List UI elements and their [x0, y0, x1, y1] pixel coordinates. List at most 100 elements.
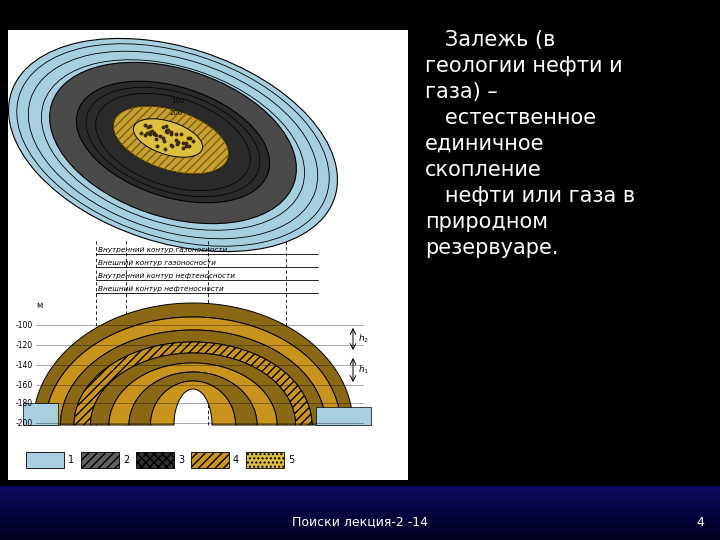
Ellipse shape — [113, 106, 229, 174]
Bar — [0, 518, 720, 519]
Bar — [0, 486, 720, 487]
Text: 5: 5 — [288, 455, 294, 465]
Bar — [0, 515, 720, 516]
Bar — [81, 452, 119, 468]
Ellipse shape — [133, 119, 202, 157]
Bar — [0, 538, 720, 539]
Bar — [0, 496, 720, 497]
Bar — [0, 533, 720, 534]
Bar — [136, 452, 174, 468]
Text: Внешний контур нефтеносности: Внешний контур нефтеносности — [98, 286, 224, 292]
Text: -120: -120 — [16, 341, 33, 349]
Bar — [0, 502, 720, 503]
Bar — [0, 531, 720, 532]
Bar — [23, 403, 58, 425]
Text: -200: -200 — [16, 418, 33, 428]
Text: -100: -100 — [16, 321, 33, 329]
Bar — [0, 532, 720, 533]
Text: природном: природном — [425, 212, 548, 232]
Bar — [0, 487, 720, 488]
Text: геологии нефти и: геологии нефти и — [425, 56, 623, 76]
Bar — [8, 30, 408, 480]
Bar — [0, 514, 720, 515]
Ellipse shape — [50, 62, 297, 224]
Polygon shape — [45, 317, 341, 425]
Bar — [0, 535, 720, 536]
Text: Внутренний контур газоносности: Внутренний контур газоносности — [98, 247, 228, 253]
Polygon shape — [91, 353, 295, 425]
Ellipse shape — [9, 38, 338, 252]
Bar — [0, 499, 720, 500]
Bar — [0, 517, 720, 518]
Bar — [0, 490, 720, 491]
Bar — [0, 489, 720, 490]
Text: Внутренний контур нефтеносности: Внутренний контур нефтеносности — [98, 273, 235, 279]
Bar — [0, 524, 720, 525]
Bar — [0, 513, 720, 514]
Text: м: м — [36, 300, 42, 309]
Bar — [0, 520, 720, 521]
Bar — [0, 497, 720, 498]
Text: естественное: естественное — [425, 108, 596, 128]
Text: скопление: скопление — [425, 160, 541, 180]
Text: 1: 1 — [68, 455, 74, 465]
Bar — [0, 507, 720, 508]
Text: единичное: единичное — [425, 134, 544, 154]
Bar — [0, 525, 720, 526]
Bar — [0, 500, 720, 501]
Ellipse shape — [76, 81, 269, 202]
Text: нефти или газа в: нефти или газа в — [425, 186, 635, 206]
Text: Внешний контур газоносности: Внешний контур газоносности — [98, 260, 216, 266]
Bar — [0, 485, 720, 486]
Bar — [0, 491, 720, 492]
Text: 4: 4 — [696, 516, 704, 529]
Polygon shape — [150, 381, 235, 425]
Bar — [0, 510, 720, 511]
Bar — [26, 452, 64, 468]
Bar — [0, 536, 720, 537]
Text: резервуаре.: резервуаре. — [425, 238, 559, 258]
Bar — [0, 492, 720, 493]
Bar — [0, 523, 720, 524]
Bar — [0, 519, 720, 520]
Text: 200: 200 — [169, 110, 183, 116]
Bar — [0, 528, 720, 529]
Polygon shape — [33, 303, 353, 425]
Bar — [0, 505, 720, 506]
Text: газа) –: газа) – — [425, 82, 498, 102]
Bar — [0, 529, 720, 530]
Text: $h_2$: $h_2$ — [358, 333, 369, 345]
Text: 100: 100 — [171, 98, 185, 104]
Polygon shape — [60, 330, 325, 425]
Bar — [246, 452, 284, 468]
Polygon shape — [74, 342, 312, 425]
Bar — [0, 501, 720, 502]
Bar — [316, 407, 371, 425]
Bar — [0, 527, 720, 528]
Bar — [0, 511, 720, 512]
Polygon shape — [109, 363, 277, 425]
Bar — [0, 530, 720, 531]
Bar — [0, 503, 720, 504]
Bar — [0, 516, 720, 517]
Bar — [0, 498, 720, 499]
Bar — [0, 526, 720, 527]
Bar — [0, 494, 720, 495]
Bar — [0, 509, 720, 510]
Bar — [0, 508, 720, 509]
Text: 2: 2 — [123, 455, 130, 465]
Text: -140: -140 — [16, 361, 33, 369]
Polygon shape — [129, 372, 257, 425]
Bar — [0, 506, 720, 507]
Text: 3: 3 — [178, 455, 184, 465]
Bar — [0, 0, 720, 485]
Bar — [0, 522, 720, 523]
Text: Поиски лекция-2 -14: Поиски лекция-2 -14 — [292, 516, 428, 529]
Bar — [0, 512, 720, 513]
Text: -160: -160 — [16, 381, 33, 389]
Text: $h_1$: $h_1$ — [358, 364, 369, 376]
Text: 4: 4 — [233, 455, 239, 465]
Text: -180: -180 — [16, 399, 33, 408]
Bar — [0, 537, 720, 538]
Bar — [0, 495, 720, 496]
